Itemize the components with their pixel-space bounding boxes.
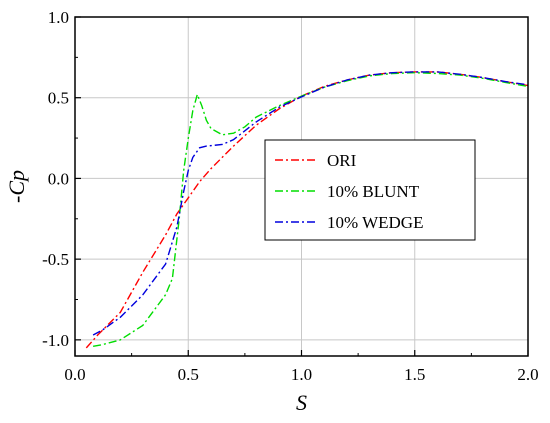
legend-label-2: 10% BLUNT xyxy=(327,182,420,201)
legend-label-1: ORI xyxy=(327,151,357,170)
x-tick-label: 0.5 xyxy=(178,365,199,384)
axis-ticks: 0.0 0.5 1.0 1.5 2.0 -1.0 -0.5 0.0 0.5 1.0 xyxy=(42,8,539,384)
legend-box xyxy=(264,139,476,241)
y-tick-label: 1.0 xyxy=(48,8,69,27)
x-tick-label: 1.0 xyxy=(291,365,312,384)
y-tick-label: 0.5 xyxy=(48,89,69,108)
x-tick-label: 0.0 xyxy=(64,365,85,384)
y-tick-label: 0.0 xyxy=(48,169,69,188)
x-tick-label: 2.0 xyxy=(517,365,538,384)
legend: ORI 10% BLUNT 10% WEDGE xyxy=(264,139,476,241)
legend-label-3: 10% WEDGE xyxy=(327,213,423,232)
y-tick-label: -0.5 xyxy=(42,250,69,269)
y-tick-label: -1.0 xyxy=(42,331,69,350)
y-axis-title: -Cp xyxy=(4,170,29,203)
series-lines xyxy=(85,71,529,349)
series-line-2 xyxy=(92,71,529,347)
x-tick-label: 1.5 xyxy=(404,365,425,384)
x-axis-title: S xyxy=(296,390,307,415)
series-line-3 xyxy=(92,71,529,336)
